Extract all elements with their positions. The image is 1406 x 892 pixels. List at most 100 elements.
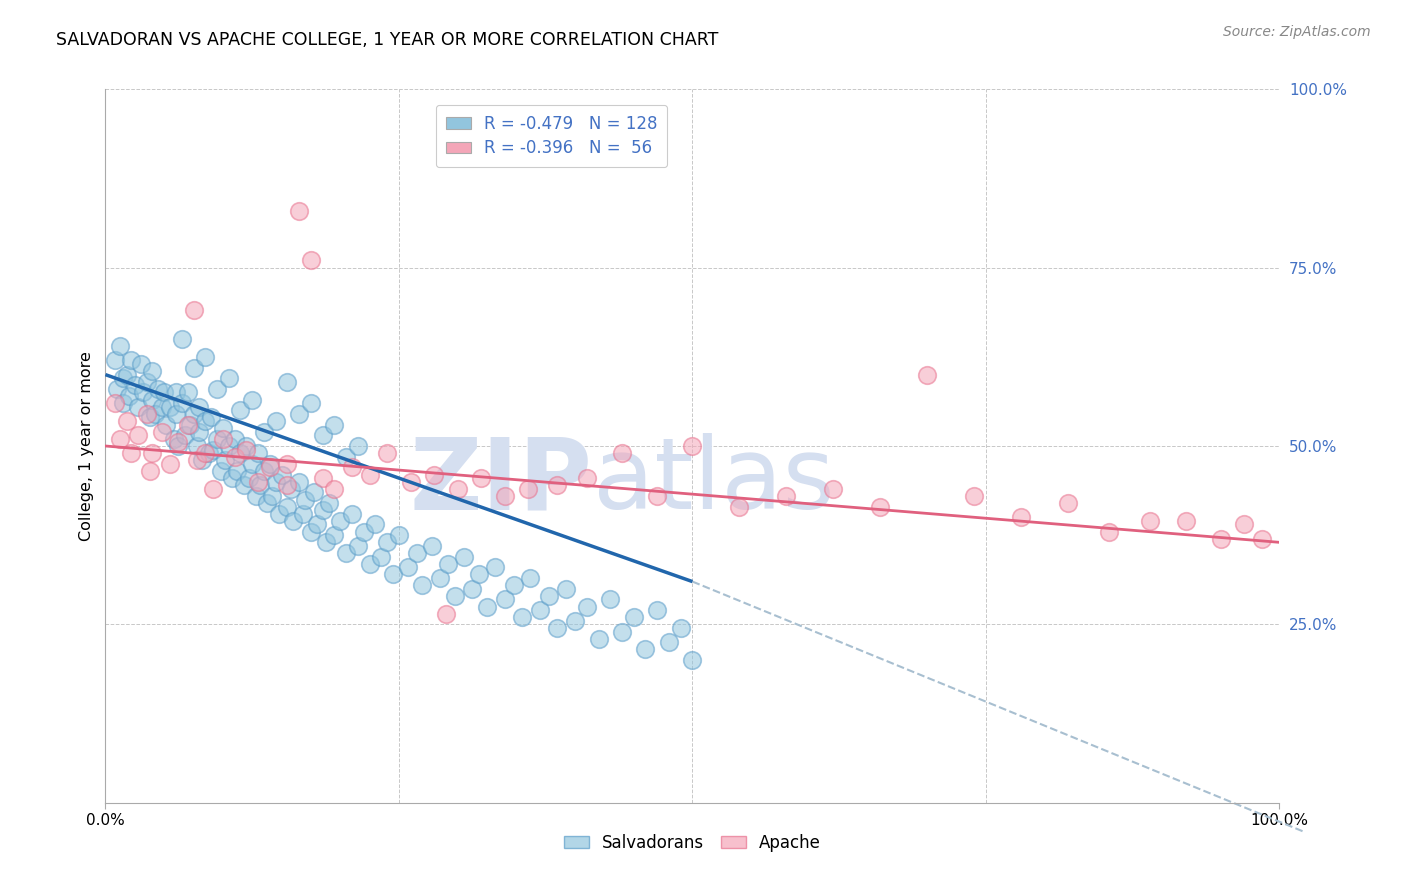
Point <box>129 357 152 371</box>
Point <box>396 560 419 574</box>
Point <box>229 403 252 417</box>
Point <box>256 496 278 510</box>
Point <box>420 539 443 553</box>
Point <box>264 414 287 428</box>
Point <box>176 385 198 400</box>
Point <box>270 467 292 482</box>
Point <box>159 400 181 414</box>
Point <box>1139 514 1161 528</box>
Point <box>159 457 181 471</box>
Point <box>264 475 287 489</box>
Point <box>253 464 276 478</box>
Point <box>347 439 370 453</box>
Point <box>299 524 322 539</box>
Point <box>115 414 138 428</box>
Point <box>564 614 586 628</box>
Point <box>165 407 187 421</box>
Point <box>494 592 516 607</box>
Point <box>224 450 246 464</box>
Point <box>917 368 939 382</box>
Point <box>494 489 516 503</box>
Point <box>299 396 322 410</box>
Point <box>174 428 197 442</box>
Point <box>405 546 427 560</box>
Point <box>1209 532 1232 546</box>
Point <box>437 557 460 571</box>
Point <box>728 500 751 514</box>
Point <box>658 635 681 649</box>
Point <box>221 471 243 485</box>
Point <box>247 475 270 489</box>
Point <box>183 407 205 421</box>
Point <box>183 360 205 375</box>
Point <box>669 621 692 635</box>
Point <box>197 446 219 460</box>
Point <box>411 578 433 592</box>
Point <box>1174 514 1197 528</box>
Point <box>375 446 398 460</box>
Point <box>276 457 298 471</box>
Point <box>276 478 298 492</box>
Point <box>453 549 475 564</box>
Point <box>375 535 398 549</box>
Point <box>226 464 249 478</box>
Point <box>599 592 621 607</box>
Point <box>517 482 540 496</box>
Point <box>188 400 211 414</box>
Y-axis label: College, 1 year or more: College, 1 year or more <box>79 351 94 541</box>
Point <box>610 624 633 639</box>
Point <box>588 632 610 646</box>
Point <box>682 439 704 453</box>
Point <box>340 507 363 521</box>
Point <box>434 607 457 621</box>
Point <box>682 653 704 667</box>
Point <box>139 464 162 478</box>
Point <box>218 439 240 453</box>
Point <box>259 460 281 475</box>
Point <box>214 453 236 467</box>
Point <box>186 439 208 453</box>
Point <box>249 478 271 492</box>
Point <box>153 385 176 400</box>
Point <box>423 467 446 482</box>
Point <box>315 535 337 549</box>
Point <box>323 528 346 542</box>
Point <box>176 417 198 432</box>
Point <box>311 503 333 517</box>
Point <box>141 446 163 460</box>
Point <box>364 517 387 532</box>
Point <box>141 392 163 407</box>
Point <box>388 528 411 542</box>
Point <box>188 425 211 439</box>
Point <box>311 471 333 485</box>
Point <box>262 489 284 503</box>
Text: SALVADORAN VS APACHE COLLEGE, 1 YEAR OR MORE CORRELATION CHART: SALVADORAN VS APACHE COLLEGE, 1 YEAR OR … <box>56 31 718 49</box>
Point <box>141 364 163 378</box>
Point <box>538 589 561 603</box>
Point <box>143 407 166 421</box>
Point <box>127 400 149 414</box>
Point <box>335 450 357 464</box>
Point <box>546 621 568 635</box>
Point <box>224 432 246 446</box>
Point <box>299 253 322 268</box>
Point <box>167 435 190 450</box>
Point <box>610 446 633 460</box>
Point <box>170 396 193 410</box>
Point <box>323 482 346 496</box>
Point <box>132 385 155 400</box>
Point <box>127 428 149 442</box>
Point <box>370 549 392 564</box>
Point <box>444 589 467 603</box>
Point <box>775 489 797 503</box>
Point <box>340 460 363 475</box>
Point <box>510 610 533 624</box>
Point <box>200 410 222 425</box>
Point <box>447 482 470 496</box>
Point <box>623 610 645 624</box>
Point <box>269 507 291 521</box>
Point <box>238 471 260 485</box>
Point <box>329 514 352 528</box>
Point <box>218 371 240 385</box>
Point <box>162 432 184 446</box>
